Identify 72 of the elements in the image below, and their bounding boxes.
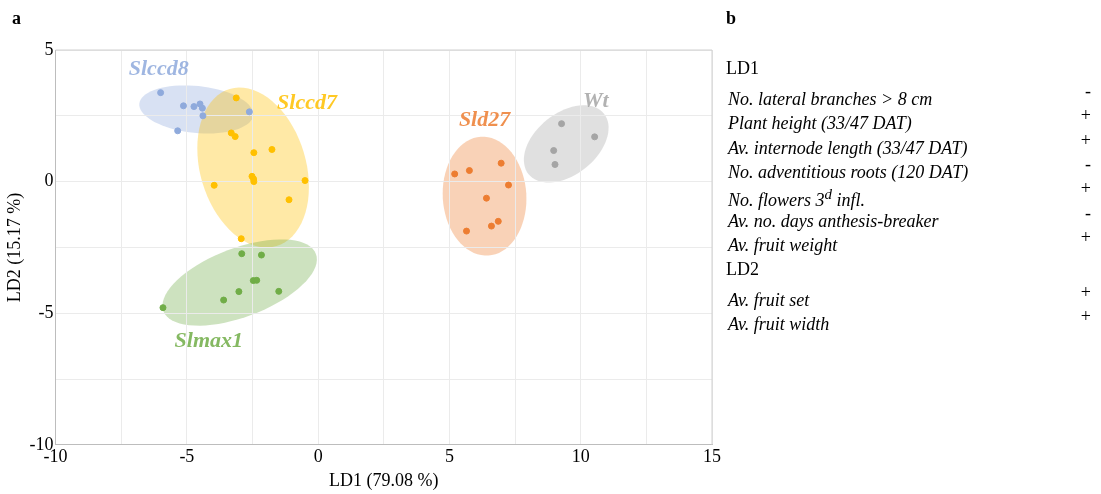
text: + [1080, 105, 1091, 127]
text: No. lateral branches > 8 cm [728, 89, 933, 110]
y-tick-label: 0 [44, 170, 54, 191]
point [257, 251, 265, 259]
point [250, 149, 258, 157]
point [210, 181, 218, 189]
point [268, 145, 276, 153]
text: + [1080, 129, 1091, 151]
point [451, 170, 459, 178]
point [301, 177, 309, 185]
point [551, 160, 559, 168]
point [157, 89, 165, 97]
point [220, 296, 228, 304]
text: + [1080, 306, 1091, 328]
point [231, 133, 239, 141]
point [245, 108, 253, 116]
point [591, 133, 599, 141]
text: + [1080, 282, 1091, 304]
text: + [1080, 226, 1091, 248]
text: b [726, 8, 737, 29]
text: LD2 [726, 259, 759, 281]
point [190, 103, 198, 111]
point [232, 94, 240, 102]
point [463, 227, 470, 235]
point [505, 181, 513, 189]
point [198, 104, 206, 112]
point [275, 287, 283, 295]
text: Av. fruit weight [728, 234, 838, 256]
point [238, 250, 246, 258]
point [199, 112, 207, 120]
point [550, 147, 558, 155]
point [227, 129, 235, 137]
point [482, 194, 490, 202]
text: Plant height (33/47 DAT) [728, 113, 912, 135]
x-tick-label: 5 [444, 446, 454, 467]
point [494, 217, 502, 225]
point [174, 127, 182, 135]
y-tick-label: 5 [44, 38, 54, 59]
x-axis-title: LD1 (79.08 %) [329, 469, 439, 491]
point [253, 276, 261, 284]
series-label: Wt [583, 86, 610, 112]
x-tick-label: 0 [313, 446, 323, 467]
text: Av. internode length (33/47 DAT) [728, 137, 968, 159]
text: LD1 [726, 58, 759, 79]
text: - [1085, 202, 1091, 224]
text: No. flowers 3$^{d}$ infl. [728, 186, 866, 212]
x-tick-label: 15 [703, 446, 721, 467]
text: - [1085, 81, 1091, 102]
point [465, 167, 473, 175]
point [159, 304, 167, 312]
point [558, 120, 566, 128]
point [179, 102, 187, 110]
point [285, 196, 293, 204]
point [235, 288, 243, 296]
series-label: Slccd7 [277, 89, 338, 115]
text: Av. fruit set [728, 290, 810, 312]
y-tick-label: -5 [38, 301, 54, 322]
point [497, 159, 505, 167]
x-tick-label: 10 [571, 446, 590, 467]
series-label: Slccd8 [128, 55, 189, 81]
text: No. adventitious roots (120 DAT) [728, 161, 969, 183]
series-label: Sld27 [458, 106, 512, 132]
point [237, 235, 245, 243]
x-tick-label: -5 [179, 446, 195, 467]
text: Av. no. days anthesis-breaker [728, 210, 939, 232]
series-label: Slmax1 [174, 327, 244, 353]
text: Av. fruit width [728, 314, 830, 336]
y-axis-title: LD2 (15.17 %) [3, 192, 25, 303]
text: - [1085, 153, 1091, 175]
point [487, 222, 495, 230]
text: + [1080, 178, 1091, 200]
chart-title: a [12, 8, 21, 29]
